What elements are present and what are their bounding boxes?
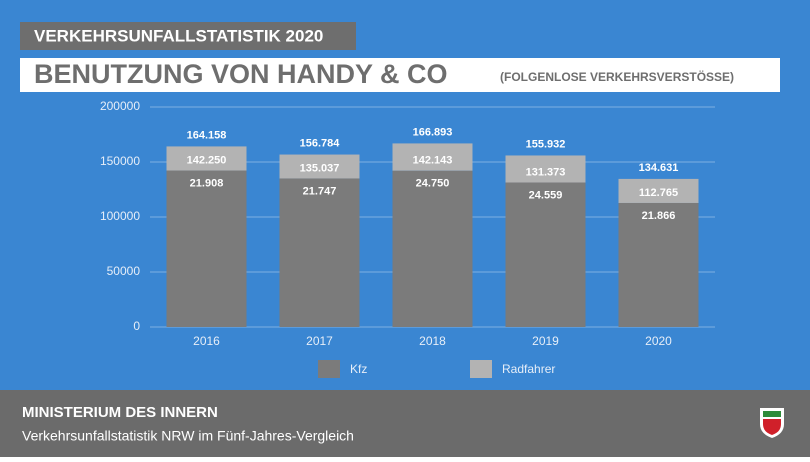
footer-title: MINISTERIUM DES INNERN (22, 404, 218, 421)
footer (0, 390, 810, 457)
y-tick-label: 100000 (100, 209, 140, 223)
total-label: 134.631 (639, 162, 679, 174)
legend-swatch (470, 360, 492, 378)
bar-segment (392, 143, 473, 171)
logo (760, 408, 784, 438)
legend-label: Radfahrer (502, 362, 555, 376)
x-tick-label: 2019 (532, 334, 559, 348)
bar-segment (505, 155, 586, 183)
bar-segment (392, 170, 473, 327)
kicker-banner (20, 22, 356, 50)
value-label: 24.559 (529, 189, 563, 201)
bar-segment (279, 154, 360, 179)
total-label: 155.932 (526, 138, 566, 150)
value-label: 112.765 (639, 187, 678, 199)
x-tick-label: 2016 (193, 334, 220, 348)
plot: 0 50000 100000 150000 200000 2016 142.250 21.90… (100, 99, 715, 378)
legend-label: Kfz (350, 362, 367, 376)
title-banner (20, 58, 780, 92)
y-tick-label: 150000 (100, 154, 140, 168)
bar-segment (166, 170, 247, 327)
value-label: 142.143 (413, 155, 453, 167)
value-label: 24.750 (416, 178, 450, 190)
x-tick-label: 2017 (306, 334, 333, 348)
bar-segment (505, 182, 586, 327)
kicker: VERKEHRSUNFALLSTATISTIK 2020 (34, 26, 323, 45)
chart-subtitle: (FOLGENLOSE VERKEHRSVERSTÖSSE) (500, 69, 734, 84)
value-label: 142.250 (187, 154, 227, 166)
total-label: 166.893 (413, 126, 453, 138)
total-label: 164.158 (187, 129, 227, 141)
chart-title: BENUTZUNG VON HANDY & CO (34, 59, 448, 89)
y-tick-label: 50000 (107, 264, 141, 278)
value-label: 131.373 (526, 166, 566, 178)
bar-segment (279, 178, 360, 327)
value-label: 21.908 (190, 177, 224, 189)
total-label: 156.784 (300, 137, 341, 149)
x-tick-label: 2018 (419, 334, 446, 348)
y-tick-label: 0 (133, 319, 140, 333)
value-label: 21.747 (303, 185, 337, 197)
bar-segment (166, 146, 247, 171)
footer-subtitle: Verkehrsunfallstatistik NRW im Fünf-Jahr… (22, 428, 354, 444)
bar-segment (618, 202, 699, 327)
bar-segment (618, 178, 699, 203)
y-tick-label: 200000 (100, 99, 140, 113)
x-tick-label: 2020 (645, 334, 672, 348)
legend-swatch (318, 360, 340, 378)
value-label: 135.037 (300, 162, 340, 174)
value-label: 21.866 (642, 210, 676, 222)
